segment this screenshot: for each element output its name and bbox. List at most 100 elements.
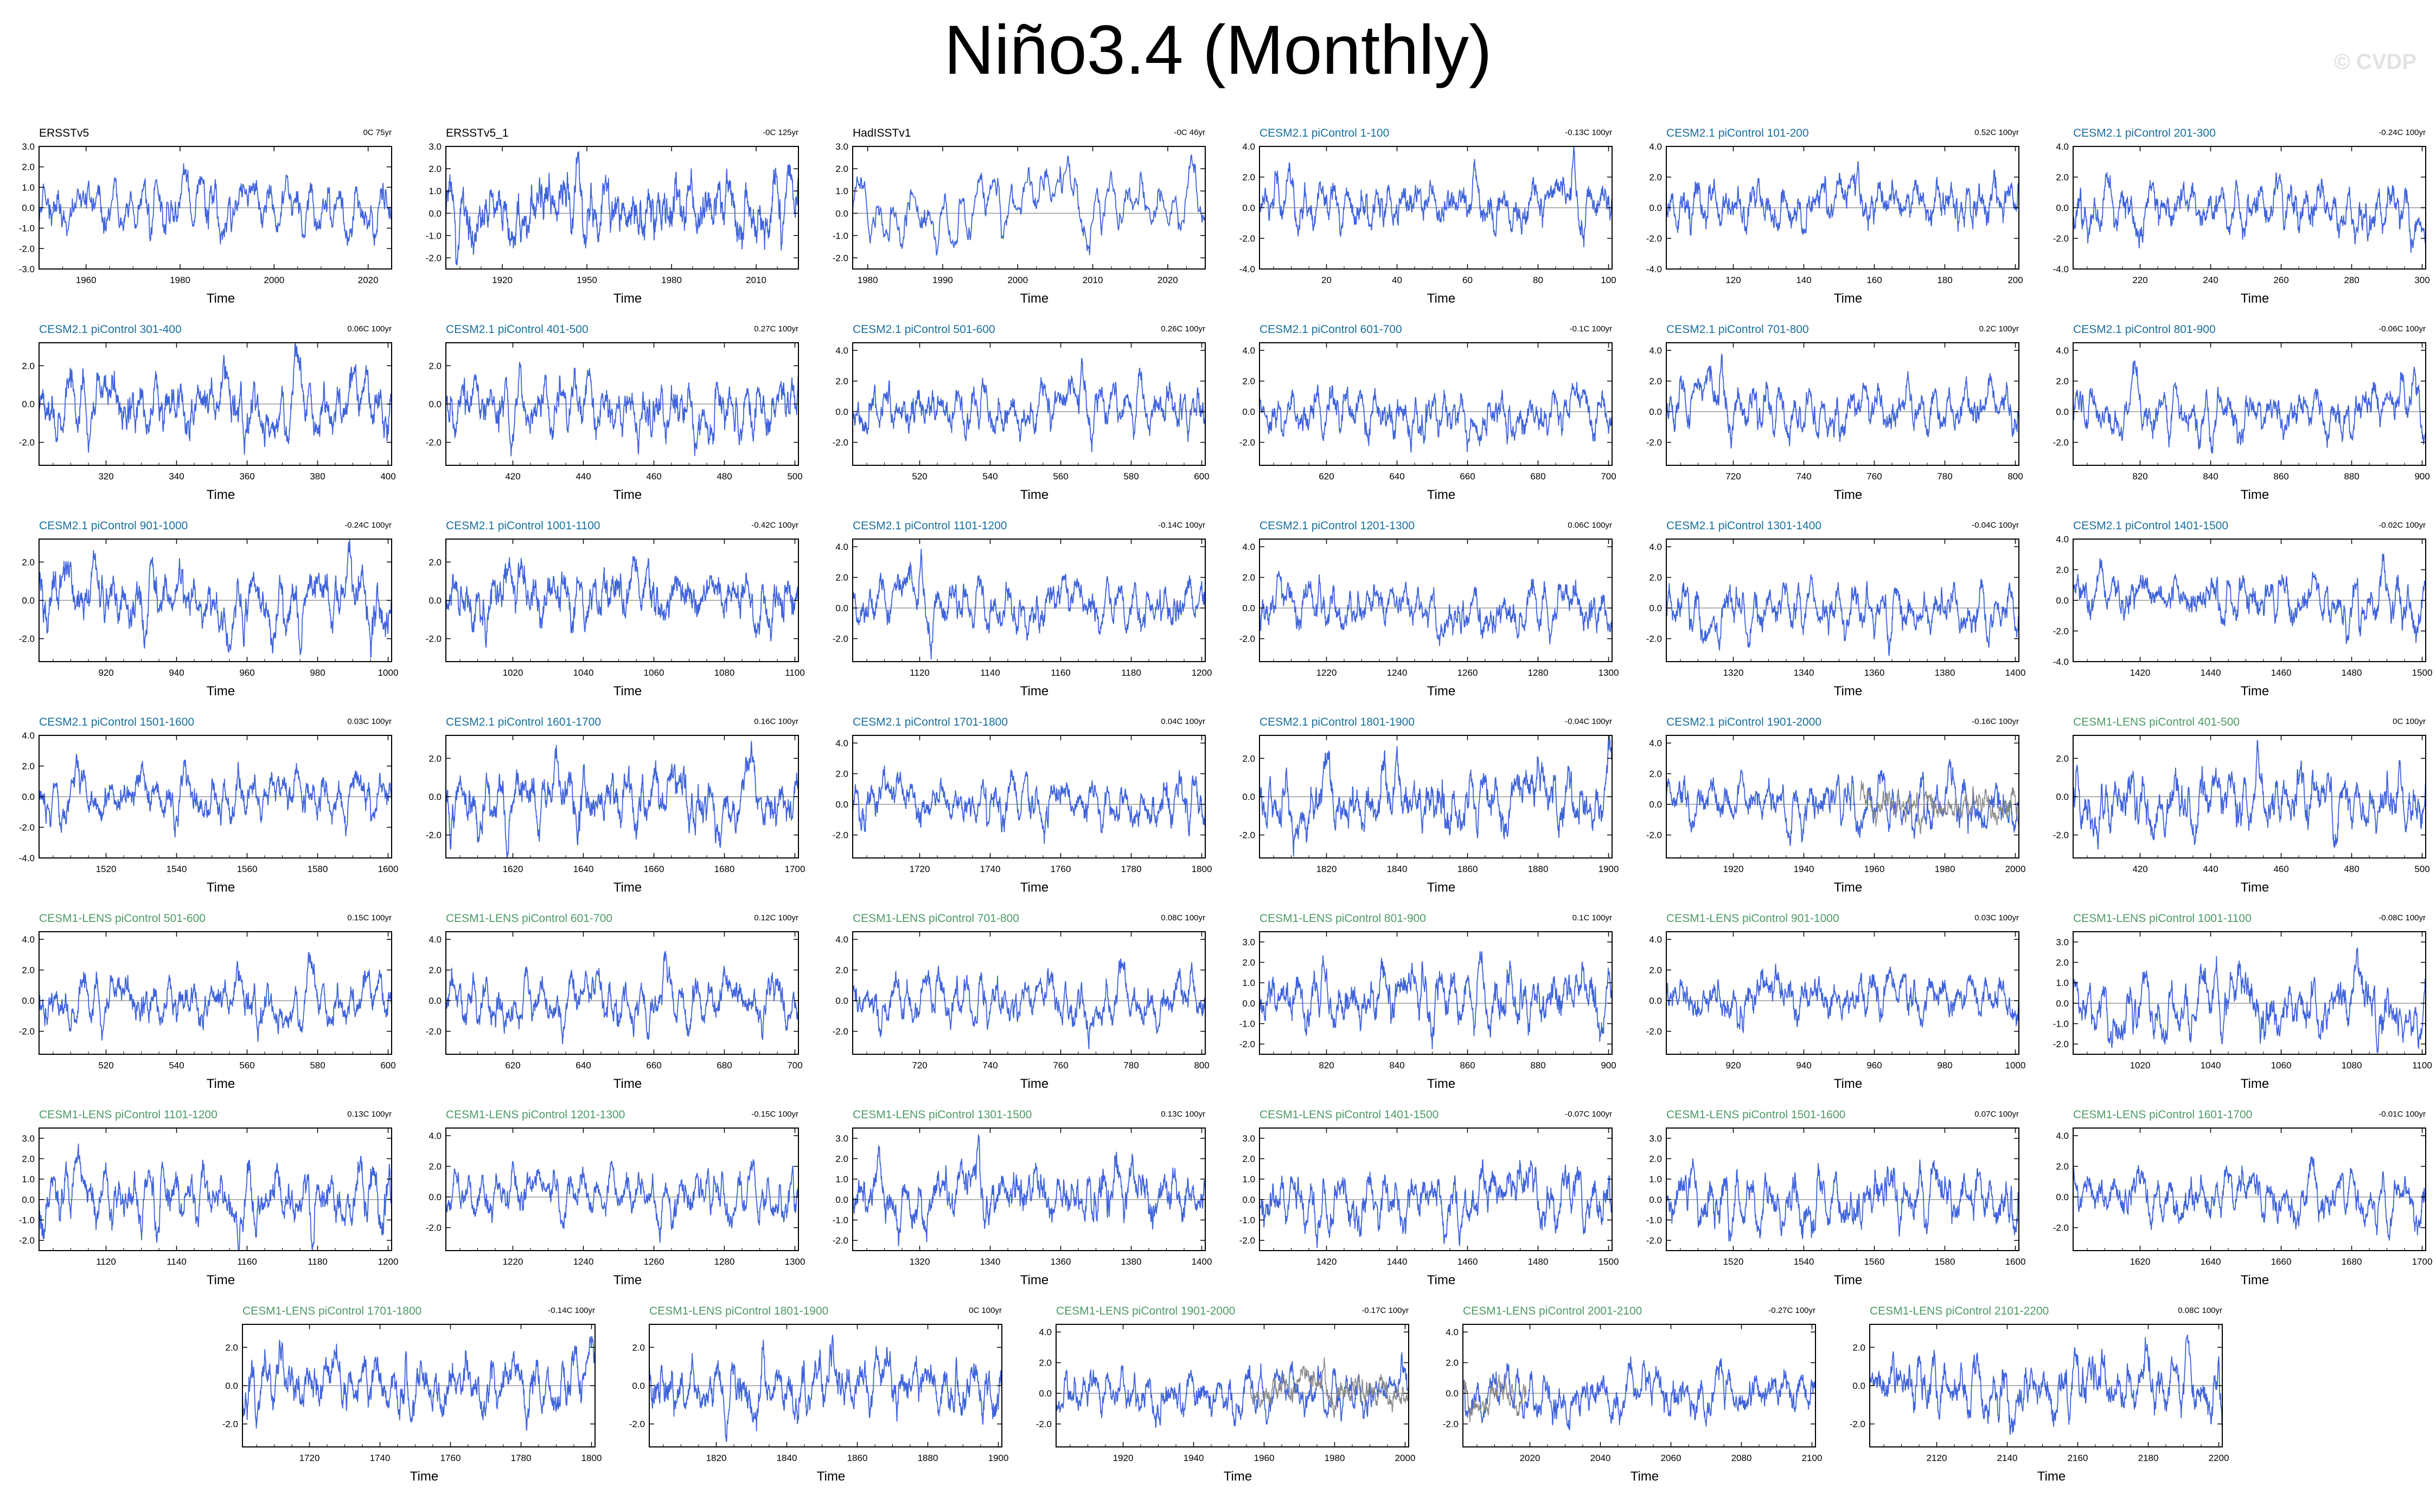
observation-overlay-line xyxy=(1859,780,2019,835)
y-tick-label: 1.0 xyxy=(429,186,442,196)
x-tick-label: 600 xyxy=(380,1060,395,1071)
x-tick-label: 1480 xyxy=(1528,1257,1549,1267)
x-axis-label: Time xyxy=(1427,1273,1455,1287)
chart-panel: CESM1-LENS piControl 801-900 0.1C 100yr 82… xyxy=(1239,911,1616,1095)
y-tick-label: 0.0 xyxy=(429,595,442,606)
x-tick-label: 500 xyxy=(787,471,802,482)
x-axis-label: Time xyxy=(2241,684,2269,699)
panel-title: CESM1-LENS piControl 1701-1800 xyxy=(242,1305,422,1317)
x-tick-label: 480 xyxy=(717,471,732,482)
y-tick-label: 2.0 xyxy=(2056,958,2069,968)
y-tick-label: 2.0 xyxy=(1446,1358,1459,1368)
chart-panel: ERSSTv5_1 -0C 125yr 1920 1950 1980 2010 3.0 2.0… xyxy=(426,126,799,310)
x-axis-label: Time xyxy=(1427,684,1455,699)
chart-panel: CESM1-LENS piControl 601-700 0.12C 100yr 6… xyxy=(426,911,803,1095)
x-tick-label: 1900 xyxy=(1599,864,1619,874)
nino34-series-line xyxy=(1259,735,1613,857)
x-tick-label: 1080 xyxy=(2342,1060,2362,1071)
x-tick-label: 1800 xyxy=(581,1453,602,1463)
x-axis-label: Time xyxy=(1427,488,1455,502)
panel-title: CESM2.1 piControl 1501-1600 xyxy=(39,716,195,728)
x-tick-label: 1720 xyxy=(299,1453,320,1463)
y-tick-label: -2.0 xyxy=(2053,830,2069,841)
x-axis-label: Time xyxy=(1631,1469,1659,1484)
timeseries-chart: 1320 1340 1360 1380 1400 3.0 2.0 1.0 0.0 -1.0 -2.0… xyxy=(833,1127,1212,1287)
panel-title: CESM2.1 piControl 201-300 xyxy=(2073,127,2216,139)
x-tick-label: 460 xyxy=(2273,864,2288,874)
chart-panel: CESM2.1 piControl 1101-1200 -0.14C 100yr 1… xyxy=(833,518,1212,703)
y-tick-label: 2.0 xyxy=(22,557,35,567)
x-axis-label: Time xyxy=(1020,488,1048,502)
y-tick-label: -2.0 xyxy=(2053,438,2069,448)
panel-title: CESM2.1 piControl 301-400 xyxy=(39,323,182,336)
x-tick-label: 240 xyxy=(2203,275,2218,285)
x-tick-label: 300 xyxy=(2414,275,2429,285)
y-tick-label: 2.0 xyxy=(1039,1358,1052,1368)
panel-title: CESM1-LENS piControl 2001-2100 xyxy=(1463,1305,1642,1317)
x-tick-label: 880 xyxy=(2344,471,2359,482)
x-tick-label: 1700 xyxy=(2412,1257,2433,1267)
y-tick-label: 3.0 xyxy=(22,1133,35,1144)
x-tick-label: 1400 xyxy=(2005,668,2026,678)
trend-label: 0.08C 100yr xyxy=(2178,1306,2222,1315)
x-tick-label: 1500 xyxy=(2412,668,2433,678)
y-tick-label: 0.0 xyxy=(835,996,848,1006)
trend-label: 0.07C 100yr xyxy=(1974,1110,2019,1119)
x-axis-label: Time xyxy=(1427,291,1455,306)
x-tick-label: 1960 xyxy=(76,275,97,285)
x-tick-label: 1620 xyxy=(503,864,523,874)
timeseries-chart: 820 840 860 880 900 4.0 2.0 0.0 -2.0 Time xyxy=(2053,342,2430,502)
y-tick-label: -2.0 xyxy=(19,1235,35,1246)
x-tick-label: 1340 xyxy=(980,1257,1001,1267)
observation-overlay-line xyxy=(1462,1373,1527,1423)
x-tick-label: 520 xyxy=(912,471,927,482)
y-tick-label: 2.0 xyxy=(835,1154,848,1164)
x-tick-label: 1860 xyxy=(847,1453,868,1463)
plot-frame xyxy=(445,146,799,270)
x-tick-label: 520 xyxy=(98,1060,113,1071)
x-tick-label: 1560 xyxy=(1864,1257,1885,1267)
y-tick-label: -2.0 xyxy=(426,830,442,841)
x-axis-label: Time xyxy=(613,684,642,699)
x-tick-label: 600 xyxy=(1194,471,1209,482)
x-tick-label: 660 xyxy=(1460,471,1475,482)
page-title: Niño3.4 (Monthly) xyxy=(944,11,1492,89)
x-tick-label: 560 xyxy=(239,1060,254,1071)
x-tick-label: 1600 xyxy=(378,864,399,874)
chart-panel: CESM2.1 piControl 1501-1600 0.03C 100yr 15… xyxy=(19,715,399,899)
nino34-series-line xyxy=(2073,360,2426,454)
x-tick-label: 120 xyxy=(1725,275,1741,285)
y-tick-label: -2.0 xyxy=(19,438,35,448)
y-tick-label: 0.0 xyxy=(429,996,442,1006)
plot-frame xyxy=(2073,342,2426,466)
x-tick-label: 20 xyxy=(1321,275,1332,285)
y-tick-label: -1.0 xyxy=(2053,1019,2069,1029)
x-tick-label: 760 xyxy=(1053,1060,1068,1071)
x-tick-label: 940 xyxy=(1796,1060,1811,1071)
y-tick-label: 0.0 xyxy=(835,407,848,417)
chart-panel: CESM2.1 piControl 1-100 -0.13C 100yr 20 40 6… xyxy=(1239,126,1616,310)
x-tick-label: 1440 xyxy=(2201,668,2221,678)
y-tick-label: 2.0 xyxy=(835,965,848,976)
x-tick-label: 960 xyxy=(239,668,254,678)
x-tick-label: 1360 xyxy=(1864,668,1885,678)
x-tick-label: 1200 xyxy=(1192,668,1212,678)
y-tick-label: 3.0 xyxy=(1649,1133,1662,1144)
timeseries-chart: 1620 1640 1660 1680 1700 4.0 2.0 0.0 -2.0 Time xyxy=(2053,1127,2432,1287)
y-tick-label: 4.0 xyxy=(22,934,35,945)
chart-panel: CESM1-LENS piControl 1601-1700 -0.01C 100… xyxy=(2053,1107,2433,1292)
chart-panel: CESM1-LENS piControl 2001-2100 -0.27C 100… xyxy=(1443,1304,1823,1488)
nino34-series-line xyxy=(2073,740,2426,850)
y-tick-label: -2.0 xyxy=(833,830,848,841)
x-tick-label: 1120 xyxy=(96,1257,116,1267)
plot-frame xyxy=(1666,735,2019,858)
x-tick-label: 580 xyxy=(310,1060,325,1071)
timeseries-chart: 420 440 460 480 500 2.0 0.0 -2.0 Time xyxy=(426,342,803,502)
chart-panel: CESM1-LENS piControl 901-1000 0.03C 100yr… xyxy=(1646,911,2026,1095)
x-tick-label: 2000 xyxy=(264,275,284,285)
panel-title: CESM2.1 piControl 1401-1500 xyxy=(2073,520,2229,532)
nino34-series-line xyxy=(852,958,1206,1049)
panel-title: CESM1-LENS piControl 1001-1100 xyxy=(2073,912,2252,925)
y-tick-label: 4.0 xyxy=(22,731,35,741)
trend-label: 0.06C 100yr xyxy=(347,324,392,334)
